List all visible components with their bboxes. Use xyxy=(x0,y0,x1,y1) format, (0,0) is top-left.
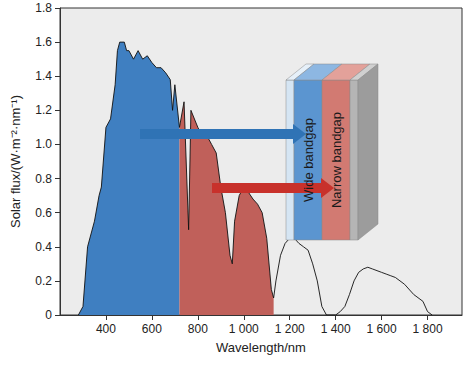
svg-text:Wide bandgap: Wide bandgap xyxy=(301,118,316,202)
svg-text:1.2: 1.2 xyxy=(35,103,52,117)
svg-text:1 800: 1 800 xyxy=(413,322,443,336)
svg-text:400: 400 xyxy=(96,322,116,336)
svg-text:Narrow bandgap: Narrow bandgap xyxy=(329,112,344,208)
svg-text:1 400: 1 400 xyxy=(321,322,351,336)
svg-text:Solar flux/(W·m⁻²·nm⁻¹): Solar flux/(W·m⁻²·nm⁻¹) xyxy=(8,95,23,228)
svg-text:1.4: 1.4 xyxy=(35,69,52,83)
svg-text:0: 0 xyxy=(45,308,52,322)
svg-text:0.6: 0.6 xyxy=(35,206,52,220)
svg-text:1 200: 1 200 xyxy=(275,322,305,336)
svg-text:Wavelength/nm: Wavelength/nm xyxy=(216,340,306,355)
svg-text:0.2: 0.2 xyxy=(35,274,52,288)
svg-text:600: 600 xyxy=(142,322,162,336)
svg-text:0.4: 0.4 xyxy=(35,240,52,254)
svg-text:1.8: 1.8 xyxy=(35,1,52,15)
svg-text:1.0: 1.0 xyxy=(35,137,52,151)
svg-text:1 600: 1 600 xyxy=(367,322,397,336)
svg-text:0.8: 0.8 xyxy=(35,172,52,186)
svg-text:800: 800 xyxy=(188,322,208,336)
svg-text:1.6: 1.6 xyxy=(35,35,52,49)
svg-text:1 000: 1 000 xyxy=(229,322,259,336)
